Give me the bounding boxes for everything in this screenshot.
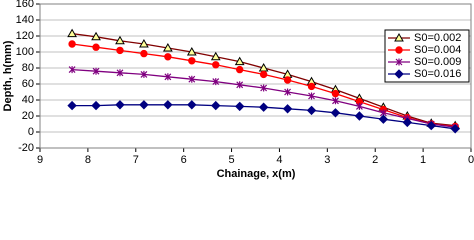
marker [140, 70, 148, 78]
y-tick-label: -20 [18, 142, 34, 154]
marker [68, 66, 76, 74]
y-tick-label: 160 [16, 0, 34, 10]
y-tick-label: 20 [22, 110, 34, 122]
marker [92, 67, 100, 75]
marker [116, 69, 124, 77]
marker [307, 82, 316, 91]
marker [210, 51, 221, 61]
x-tick-label: 7 [133, 154, 139, 166]
marker [234, 56, 245, 66]
marker [236, 81, 244, 89]
marker [115, 35, 125, 45]
marker [282, 104, 293, 114]
y-tick-label: 120 [16, 30, 34, 42]
y-axis-title: Depth, h(mm) [2, 40, 14, 111]
marker [402, 117, 413, 128]
marker [91, 31, 101, 41]
marker [308, 92, 315, 100]
marker [260, 84, 268, 92]
x-tick-label: 1 [420, 154, 426, 166]
legend-label: S0=0.002 [414, 32, 461, 44]
y-tick-label: 140 [16, 14, 34, 26]
y-tick-label: 60 [22, 78, 34, 90]
marker [164, 73, 172, 81]
legend-label: S0=0.016 [414, 68, 461, 80]
marker [283, 76, 292, 84]
legend-marker [394, 69, 404, 79]
marker [212, 61, 220, 69]
marker [115, 100, 125, 110]
marker [211, 100, 221, 111]
marker [92, 43, 100, 51]
x-axis-title: Chainage, x(m) [217, 168, 296, 180]
legend-label: S0=0.009 [414, 56, 461, 68]
marker [116, 46, 124, 55]
x-tick-label: 2 [372, 154, 378, 166]
marker [306, 105, 317, 116]
x-tick-label: 6 [181, 154, 187, 166]
marker [234, 101, 245, 112]
legend-marker [394, 32, 404, 42]
marker [163, 42, 173, 52]
marker [68, 40, 76, 48]
marker [259, 70, 268, 79]
marker [91, 100, 101, 111]
legend-marker [395, 46, 403, 54]
marker [450, 124, 460, 134]
marker [354, 111, 365, 121]
marker [188, 57, 196, 65]
marker [164, 53, 172, 61]
x-tick-label: 4 [276, 154, 282, 166]
marker [355, 102, 363, 110]
marker [426, 120, 436, 131]
x-tick-label: 9 [37, 154, 43, 166]
legend-marker [395, 58, 403, 66]
marker [332, 97, 339, 105]
y-tick-label: 40 [22, 94, 34, 106]
marker [67, 28, 77, 38]
legend-label: S0=0.004 [414, 44, 461, 56]
x-tick-label: 8 [85, 154, 91, 166]
marker [186, 46, 197, 56]
marker [139, 38, 149, 48]
y-tick-label: 0 [28, 126, 34, 138]
y-tick-label: 100 [16, 46, 34, 58]
marker [139, 100, 149, 110]
marker [187, 100, 197, 110]
x-tick-label: 5 [228, 154, 234, 166]
x-tick-label: 0 [468, 154, 474, 166]
chart: Chainage, x(m) Depth, h(mm) -20020406080… [2, 0, 474, 180]
y-tick-label: 80 [22, 62, 34, 74]
marker [258, 102, 269, 112]
marker [284, 88, 292, 96]
marker [378, 114, 389, 124]
marker [188, 75, 196, 83]
marker [330, 108, 341, 118]
marker [331, 89, 340, 98]
marker [140, 49, 148, 58]
marker [235, 65, 244, 74]
marker [163, 100, 173, 110]
marker [67, 100, 77, 111]
plot-frame [39, 3, 472, 149]
x-tick-label: 3 [324, 154, 330, 166]
marker [212, 78, 220, 86]
